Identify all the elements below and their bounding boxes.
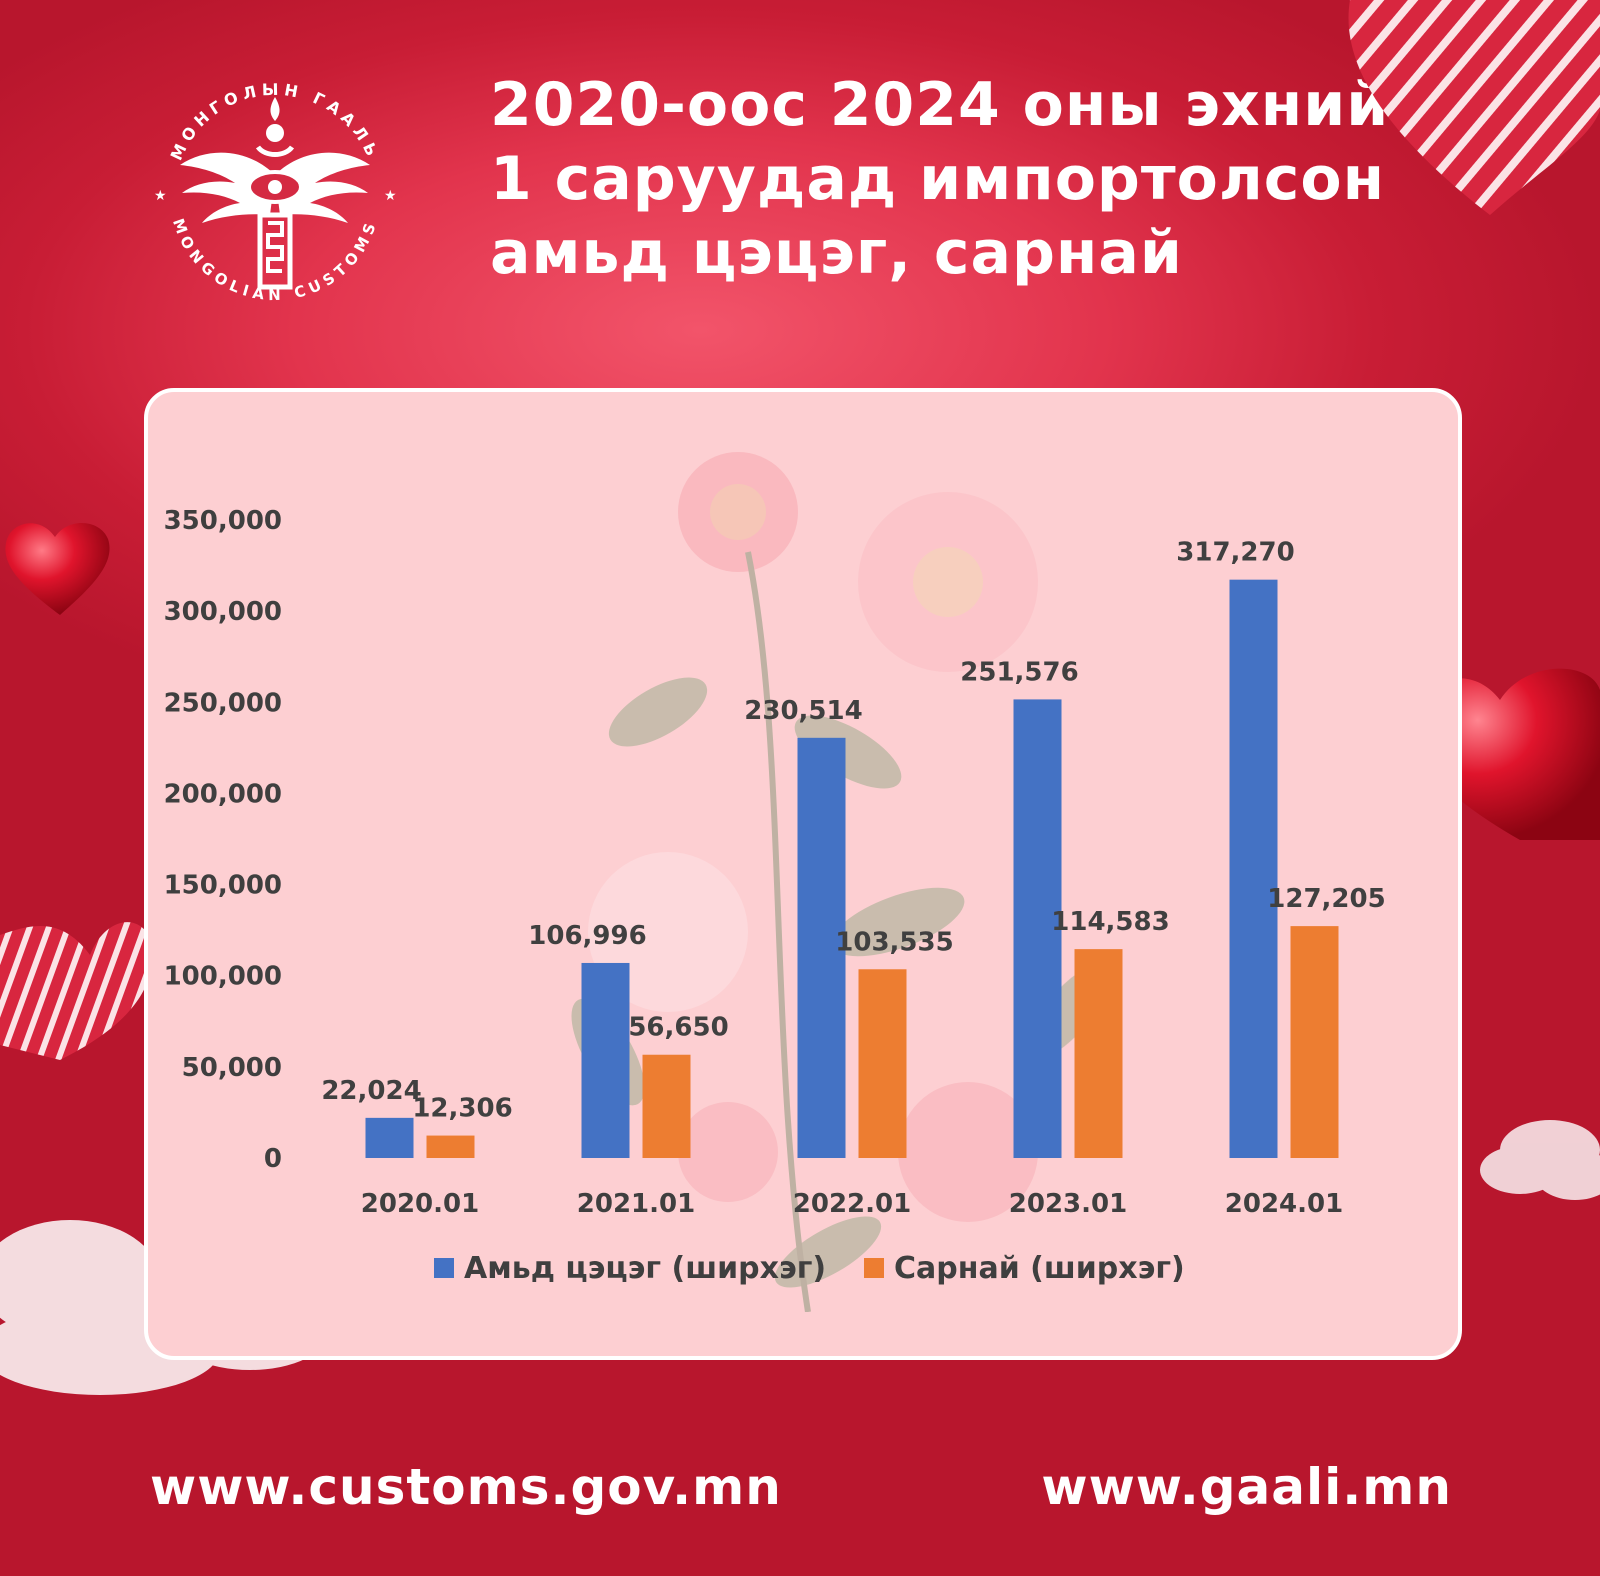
page-title: 2020-оос 2024 оны эхний 1 саруудад импор… — [490, 68, 1500, 290]
legend-label: Амьд цэцэг (ширхэг) — [464, 1251, 826, 1286]
y-tick-label: 250,000 — [164, 688, 282, 718]
striped-heart-icon — [0, 922, 153, 1060]
cloud-icon — [1480, 1120, 1600, 1200]
chart-card: 0 50,000 100,000 150,000 200,000 250,000 300,0… — [144, 388, 1462, 1360]
data-label: 251,576 — [960, 657, 1078, 687]
footer-url-gaali[interactable]: www.gaali.mn — [1041, 1458, 1452, 1516]
data-label: 127,205 — [1267, 884, 1385, 914]
x-tick-label: 2022.01 — [793, 1189, 911, 1219]
data-label: 317,270 — [1176, 538, 1294, 568]
logo-text-top: МОНГОЛЫН ГААЛЬ — [167, 80, 379, 164]
bar-series1 — [797, 737, 846, 1158]
bars — [365, 579, 1339, 1158]
bar-chart: 0 50,000 100,000 150,000 200,000 250,000 300,0… — [164, 506, 1386, 1286]
heart-icon — [5, 522, 110, 615]
y-tick-label: 300,000 — [164, 597, 282, 627]
title-line-2: 1 саруудад импортолсон — [490, 144, 1386, 214]
bar-series1 — [1013, 699, 1062, 1158]
mongolian-customs-logo: МОНГОЛЫН ГААЛЬ MONGOLIAN CUSTOMS ★ ★ — [140, 55, 410, 325]
data-label: 230,514 — [744, 696, 862, 726]
data-label: 56,650 — [628, 1013, 728, 1043]
svg-text:★: ★ — [384, 188, 397, 204]
y-tick-label: 0 — [264, 1144, 282, 1174]
y-tick-label: 350,000 — [164, 506, 282, 536]
legend-swatch — [864, 1258, 884, 1278]
svg-text:★: ★ — [154, 188, 167, 204]
x-tick-label: 2024.01 — [1225, 1189, 1343, 1219]
svg-text:МОНГОЛЫН ГААЛЬ: МОНГОЛЫН ГААЛЬ — [167, 80, 384, 164]
title-line-1: 2020-оос 2024 оны эхний — [490, 70, 1390, 140]
legend-label: Сарнай (ширхэг) — [894, 1251, 1185, 1286]
bar-series1 — [581, 962, 630, 1158]
y-tick-label: 200,000 — [164, 779, 282, 809]
title-line-3: амьд цэцэг, сарнай — [490, 218, 1183, 288]
bar-series2 — [1074, 949, 1123, 1158]
bar-series2 — [1290, 926, 1339, 1158]
bar-series1 — [1229, 579, 1278, 1158]
legend: Амьд цэцэг (ширхэг) Сарнай (ширхэг) — [434, 1251, 1185, 1286]
x-axis: 2020.01 2021.01 2022.01 2023.01 2024.01 — [361, 1189, 1343, 1219]
data-label: 103,535 — [835, 927, 953, 957]
winged-eye-emblem-icon: МОНГОЛЫН ГААЛЬ MONGOLIAN CUSTOMS ★ ★ — [154, 80, 397, 304]
bar-series2 — [426, 1135, 475, 1158]
x-tick-label: 2021.01 — [577, 1189, 695, 1219]
y-axis: 0 50,000 100,000 150,000 200,000 250,000 300,0… — [164, 506, 282, 1174]
x-tick-label: 2023.01 — [1009, 1189, 1127, 1219]
bar-series2 — [642, 1054, 691, 1158]
data-label: 12,306 — [412, 1094, 512, 1124]
y-tick-label: 50,000 — [182, 1053, 282, 1083]
bar-series2 — [858, 969, 907, 1158]
y-tick-label: 150,000 — [164, 871, 282, 901]
striped-heart-icon — [1348, 0, 1600, 215]
data-label: 22,024 — [321, 1076, 421, 1106]
bar-series1 — [365, 1117, 414, 1158]
data-label: 114,583 — [1051, 907, 1169, 937]
footer-url-customs[interactable]: www.customs.gov.mn — [150, 1458, 782, 1516]
x-tick-label: 2020.01 — [361, 1189, 479, 1219]
y-tick-label: 100,000 — [164, 962, 282, 992]
data-label: 106,996 — [528, 921, 646, 951]
legend-swatch — [434, 1258, 454, 1278]
